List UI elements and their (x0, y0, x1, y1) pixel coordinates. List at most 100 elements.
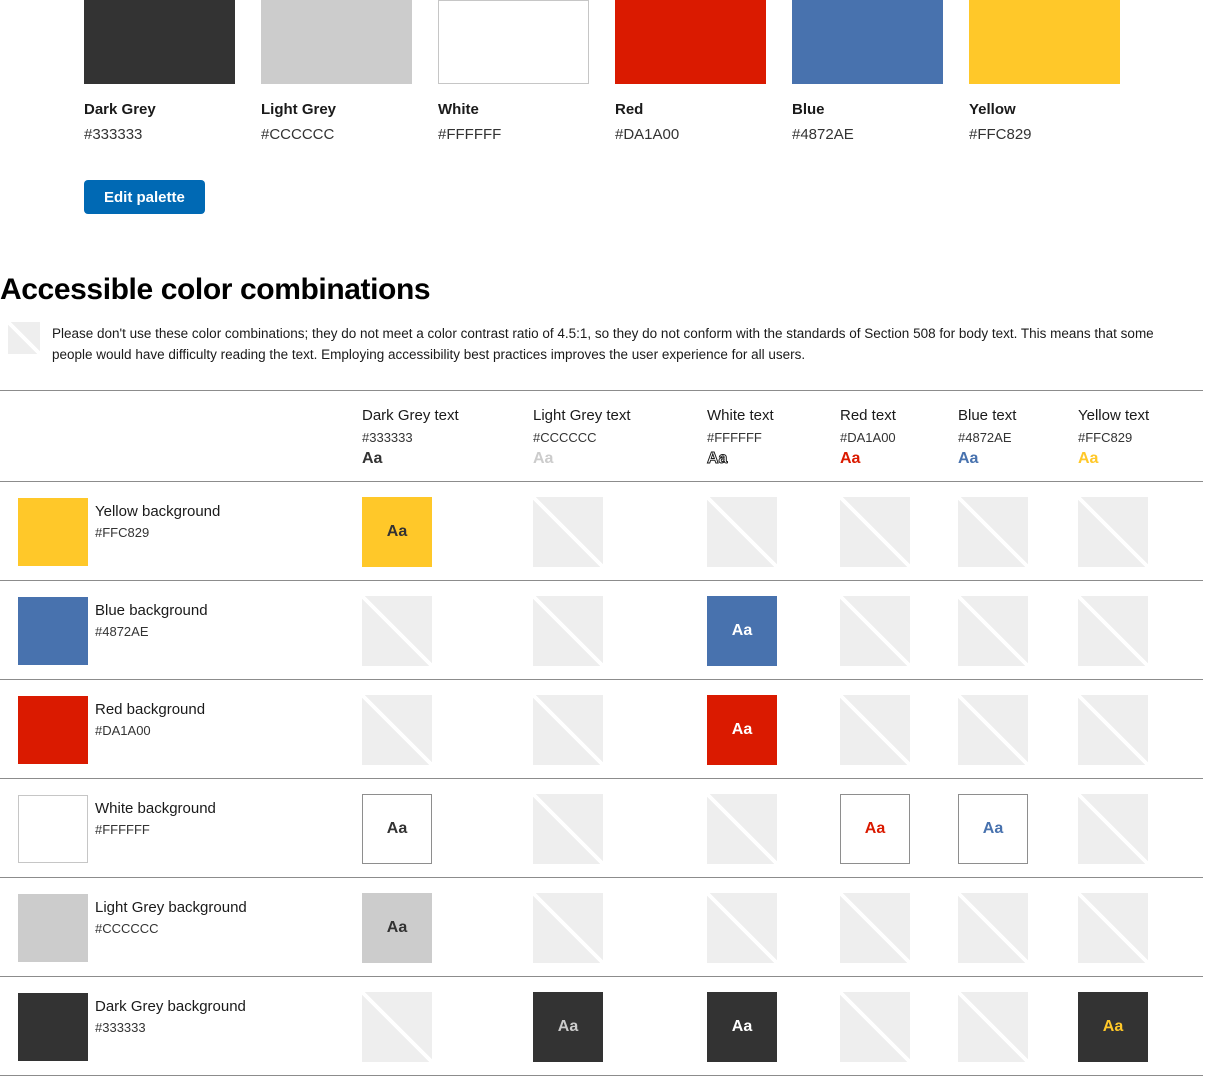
column-title: Red text (840, 407, 896, 424)
table-row: Blue background #4872AE Aa (0, 581, 1203, 680)
column-title: White text (707, 407, 774, 424)
column-header: White text #FFFFFF Aa (707, 391, 840, 481)
contrast-cell (1078, 893, 1148, 963)
row-swatch (18, 498, 88, 566)
contrast-cell (958, 992, 1028, 1062)
column-header: Light Grey text #CCCCCC Aa (533, 391, 707, 481)
column-hex: #FFFFFF (707, 430, 762, 445)
column-hex: #CCCCCC (533, 430, 597, 445)
row-hex: #FFFFFF (95, 822, 150, 837)
contrast-cell (958, 695, 1028, 765)
column-sample: Aa (840, 450, 861, 467)
swatch-hex: #CCCCCC (261, 126, 335, 143)
swatch-name: Blue (792, 101, 825, 118)
row-hex: #CCCCCC (95, 921, 159, 936)
swatch-name: White (438, 101, 479, 118)
contrast-cell: Aa (362, 893, 432, 963)
swatch-name: Dark Grey (84, 101, 156, 118)
column-title: Yellow text (1078, 407, 1150, 424)
row-hex: #333333 (95, 1020, 146, 1035)
color-chip (792, 0, 943, 84)
contrast-cell (840, 596, 910, 666)
edit-palette-button[interactable]: Edit palette (84, 180, 205, 214)
row-label: Light Grey background (95, 899, 247, 916)
contrast-cell: Aa (362, 497, 432, 567)
contrast-cell (840, 992, 910, 1062)
row-swatch (18, 795, 88, 863)
swatch-hex: #FFC829 (969, 126, 1032, 143)
contrast-cell (533, 596, 603, 666)
contrast-cell (533, 893, 603, 963)
page-title: Accessible color combinations (0, 273, 431, 306)
column-sample: Aa (707, 450, 728, 468)
contrast-cell: Aa (707, 596, 777, 666)
palette-swatch-card: Light Grey #CCCCCC (261, 0, 412, 143)
contrast-cell: Aa (362, 794, 432, 864)
inaccessible-note: Please don't use these color combination… (0, 322, 1211, 365)
column-hex: #FFC829 (1078, 430, 1133, 445)
table-row: Dark Grey background #333333 Aa Aa Aa (0, 977, 1203, 1076)
palette-swatch-card: White #FFFFFF (438, 0, 589, 143)
contrast-cell: Aa (958, 794, 1028, 864)
contrast-cell: Aa (707, 992, 777, 1062)
palette-swatch-card: Dark Grey #333333 (84, 0, 235, 143)
swatch-hex: #DA1A00 (615, 126, 680, 143)
contrast-cell (707, 794, 777, 864)
column-sample: Aa (1078, 450, 1099, 467)
column-hex: #333333 (362, 430, 413, 445)
column-sample: Aa (362, 450, 383, 467)
contrast-cell (533, 794, 603, 864)
contrast-cell (1078, 596, 1148, 666)
contrast-cell: Aa (1078, 992, 1148, 1062)
swatch-hex: #333333 (84, 126, 143, 143)
row-swatch (18, 993, 88, 1061)
contrast-cell (533, 695, 603, 765)
row-hex: #FFC829 (95, 525, 150, 540)
contrast-cell (362, 695, 432, 765)
color-chip (615, 0, 766, 84)
column-header: Blue text #4872AE Aa (958, 391, 1078, 481)
contrast-cell (958, 596, 1028, 666)
color-chip (261, 0, 412, 84)
column-sample: Aa (958, 450, 979, 467)
contrast-cell (840, 893, 910, 963)
column-header: Dark Grey text #333333 Aa (362, 391, 533, 481)
contrast-cell (958, 497, 1028, 567)
contrast-cell (707, 893, 777, 963)
contrast-cell (707, 497, 777, 567)
column-title: Dark Grey text (362, 407, 459, 424)
row-hex: #4872AE (95, 624, 149, 639)
row-label: Dark Grey background (95, 998, 246, 1015)
palette-swatch-card: Yellow #FFC829 (969, 0, 1120, 143)
column-title: Light Grey text (533, 407, 631, 424)
swatch-hex: #4872AE (792, 126, 854, 143)
row-swatch (18, 597, 88, 665)
column-header: Red text #DA1A00 Aa (840, 391, 958, 481)
row-label: White background (95, 800, 216, 817)
contrast-cell: Aa (533, 992, 603, 1062)
color-chip (84, 0, 235, 84)
contrast-cell (362, 992, 432, 1062)
column-title: Blue text (958, 407, 1017, 424)
palette-swatch-card: Blue #4872AE (792, 0, 943, 143)
table-row: Light Grey background #CCCCCC Aa (0, 878, 1203, 977)
table-row: Red background #DA1A00 Aa (0, 680, 1203, 779)
row-hex: #DA1A00 (95, 723, 151, 738)
color-chip (438, 0, 589, 84)
contrast-cell (840, 497, 910, 567)
swatch-name: Yellow (969, 101, 1016, 118)
row-swatch (18, 894, 88, 962)
table-row: Yellow background #FFC829 Aa (0, 482, 1203, 581)
swatch-hex: #FFFFFF (438, 126, 502, 143)
contrast-cell (958, 893, 1028, 963)
contrast-cell (1078, 794, 1148, 864)
contrast-cell: Aa (840, 794, 910, 864)
swatch-name: Light Grey (261, 101, 337, 118)
contrast-cell (840, 695, 910, 765)
contrast-cell: Aa (707, 695, 777, 765)
column-sample: Aa (533, 450, 554, 467)
diagonal-swatch-icon (8, 322, 40, 354)
swatch-name: Red (615, 101, 644, 118)
palette-section: Dark Grey #333333 Light Grey #CCCCCC Whi… (0, 0, 1211, 143)
column-header: Yellow text #FFC829 Aa (1078, 391, 1203, 481)
